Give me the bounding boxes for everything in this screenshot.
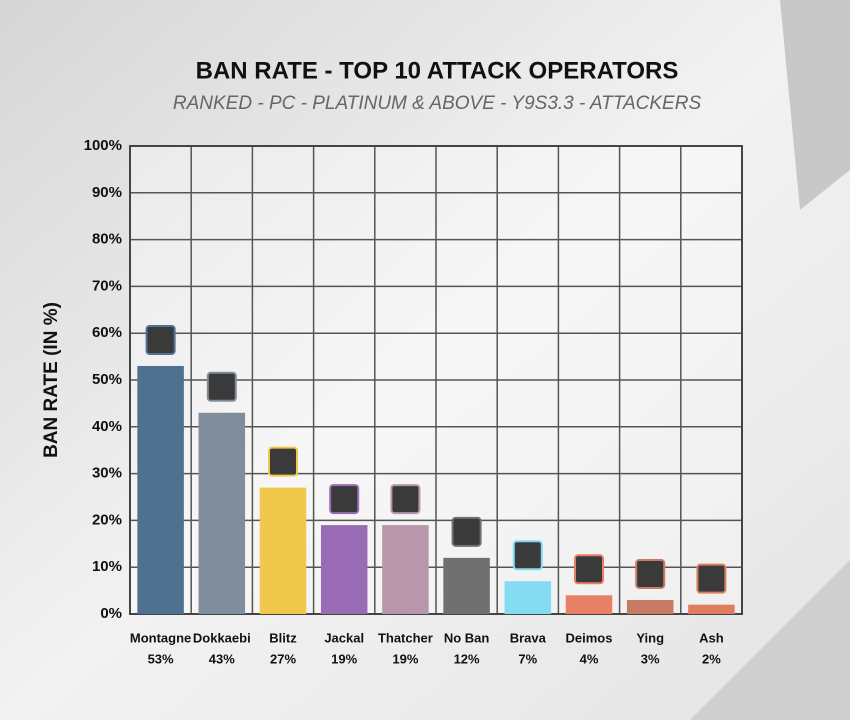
y-tick-label: 40% xyxy=(92,418,122,435)
x-tick-label: Montagne xyxy=(130,630,191,645)
operator-icon xyxy=(329,484,360,515)
bar xyxy=(443,557,490,614)
value-label: 2% xyxy=(702,651,721,666)
bar xyxy=(320,525,368,614)
operator-icon xyxy=(206,371,237,402)
operator-icon xyxy=(451,516,482,547)
y-tick-label: 20% xyxy=(92,511,122,528)
value-label: 53% xyxy=(148,651,174,666)
operator-icon xyxy=(390,484,421,515)
operator-icon xyxy=(268,446,298,477)
value-label: 7% xyxy=(518,651,537,666)
x-tick-label: Dokkaebi xyxy=(193,630,251,645)
x-tick-label: Thatcher xyxy=(378,630,433,645)
x-tick-label: Brava xyxy=(510,630,547,645)
plot-border xyxy=(129,145,743,615)
operator-icon xyxy=(635,558,666,589)
x-tick-label: No Ban xyxy=(444,630,490,645)
y-tick-label: 80% xyxy=(92,231,122,248)
bar xyxy=(504,581,552,614)
bar xyxy=(137,365,184,614)
chart-subtitle: RANKED - PC - PLATINUM & ABOVE - Y9S3.3 … xyxy=(173,93,702,114)
operator-icon xyxy=(145,324,176,355)
operator-icon xyxy=(574,554,604,585)
value-label: 4% xyxy=(580,651,599,666)
value-label: 19% xyxy=(331,651,357,666)
y-tick-label: 70% xyxy=(92,277,122,294)
decor xyxy=(780,0,850,210)
y-tick-label: 10% xyxy=(92,558,122,575)
x-tick-label: Deimos xyxy=(566,630,613,645)
operator-icon xyxy=(696,563,727,594)
y-axis-label: BAN RATE (IN %) xyxy=(41,302,62,458)
y-tick-label: 100% xyxy=(84,137,122,154)
x-tick-label: Ash xyxy=(699,630,724,645)
bar xyxy=(688,604,735,614)
y-tick-label: 60% xyxy=(92,324,122,341)
value-label: 27% xyxy=(270,651,296,666)
x-tick-label: Ying xyxy=(636,630,664,645)
bar xyxy=(259,487,307,614)
y-tick-label: 50% xyxy=(92,371,122,388)
bar xyxy=(198,412,246,614)
y-tick-label: 0% xyxy=(100,605,122,622)
operator-icon xyxy=(512,540,543,571)
y-tick-label: 90% xyxy=(92,184,122,201)
y-tick-label: 30% xyxy=(92,465,122,482)
x-tick-label: Blitz xyxy=(269,630,297,645)
decor xyxy=(690,560,850,720)
chart-title: BAN RATE - TOP 10 ATTACK OPERATORS xyxy=(196,57,679,84)
value-label: 43% xyxy=(209,651,235,666)
bar xyxy=(382,525,429,614)
value-label: 19% xyxy=(392,651,418,666)
x-tick-label: Jackal xyxy=(324,630,364,645)
bar xyxy=(626,599,674,614)
bar xyxy=(565,595,613,614)
value-label: 12% xyxy=(454,651,480,666)
value-label: 3% xyxy=(641,651,660,666)
